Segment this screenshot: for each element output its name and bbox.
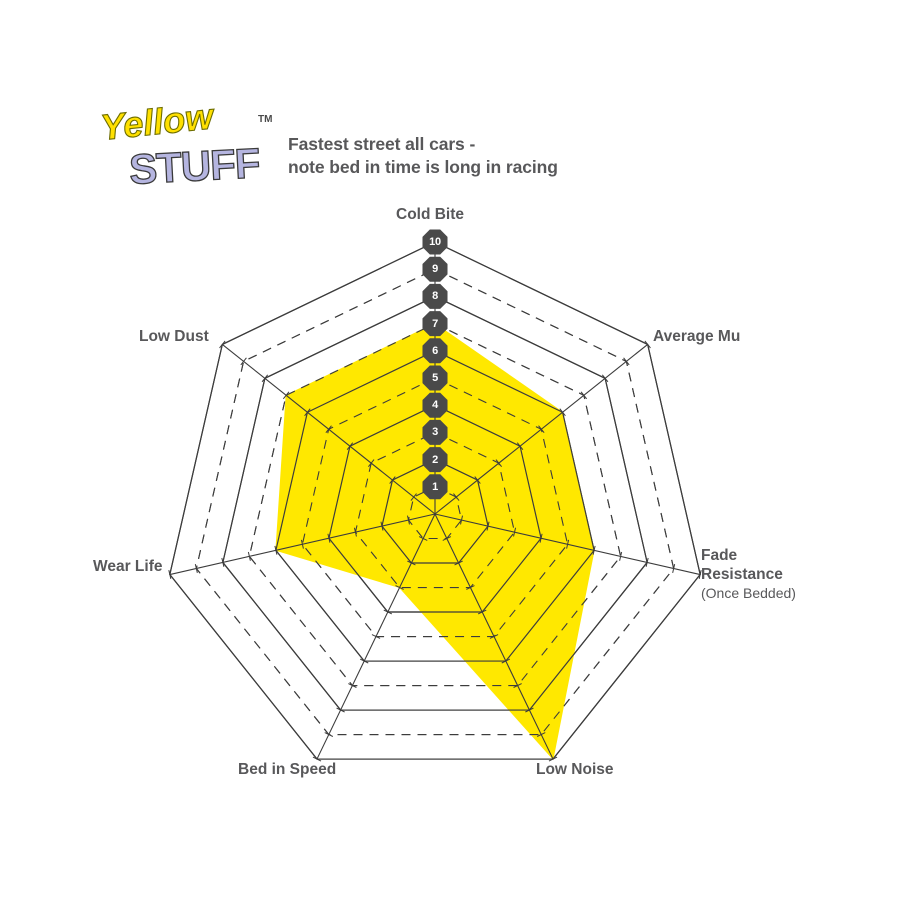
scale-badge-10 [422, 229, 448, 255]
axis-label-bed-in-speed: Bed in Speed [238, 761, 337, 778]
scale-number-8: 8 [432, 290, 438, 303]
scale-badge-4 [422, 392, 448, 418]
scale-number-5: 5 [432, 372, 438, 384]
scale-number-1: 1 [432, 480, 438, 493]
logo-trademark-icon: TM [258, 114, 272, 125]
logo-word-yellow: Yellow [98, 100, 217, 149]
axis-label-low-noise: Low Noise [536, 761, 614, 778]
scale-number-3: 3 [432, 426, 438, 439]
scale-badge-7 [422, 311, 448, 337]
axis-label-fade-resistance: Fade Resistance (Once Bedded) [701, 546, 796, 603]
scale-number-7: 7 [432, 317, 438, 330]
scale-badge-8 [422, 283, 448, 309]
axis-label-low-dust: Low Dust [139, 328, 209, 345]
scale-number-2: 2 [432, 453, 438, 466]
scale-badge-6 [422, 338, 448, 364]
axis-label-average-mu: Average Mu [653, 328, 741, 345]
axis-label-fade-line1: Fade [701, 547, 738, 564]
radar-scale-badges [422, 229, 448, 500]
axis-label-fade-line2: Resistance [701, 566, 783, 583]
scale-number-10: 10 [429, 236, 441, 248]
axis-label-cold-bite: Cold Bite [396, 206, 465, 223]
scale-number-4: 4 [432, 399, 438, 412]
scale-badge-5 [422, 365, 448, 391]
scale-badge-9 [422, 256, 448, 282]
svg-text:Yellow: Yellow [99, 100, 217, 148]
scale-badge-2 [422, 447, 448, 473]
axis-label-fade-sublabel: (Once Bedded) [701, 585, 796, 601]
yellowstuff-logo: Yellow STUFF TM [98, 100, 278, 192]
logo-word-stuff: STUFF [127, 139, 261, 192]
scale-number-9: 9 [432, 263, 438, 276]
scale-badge-3 [422, 419, 448, 445]
tagline: Fastest street all cars - note bed in ti… [288, 134, 558, 177]
header: Yellow STUFF TM Fastest street all cars … [0, 0, 900, 200]
svg-text:STUFF: STUFF [128, 139, 261, 192]
scale-badge-1 [422, 474, 448, 500]
axis-label-wear-life: Wear Life [93, 558, 163, 575]
scale-number-6: 6 [432, 344, 438, 357]
